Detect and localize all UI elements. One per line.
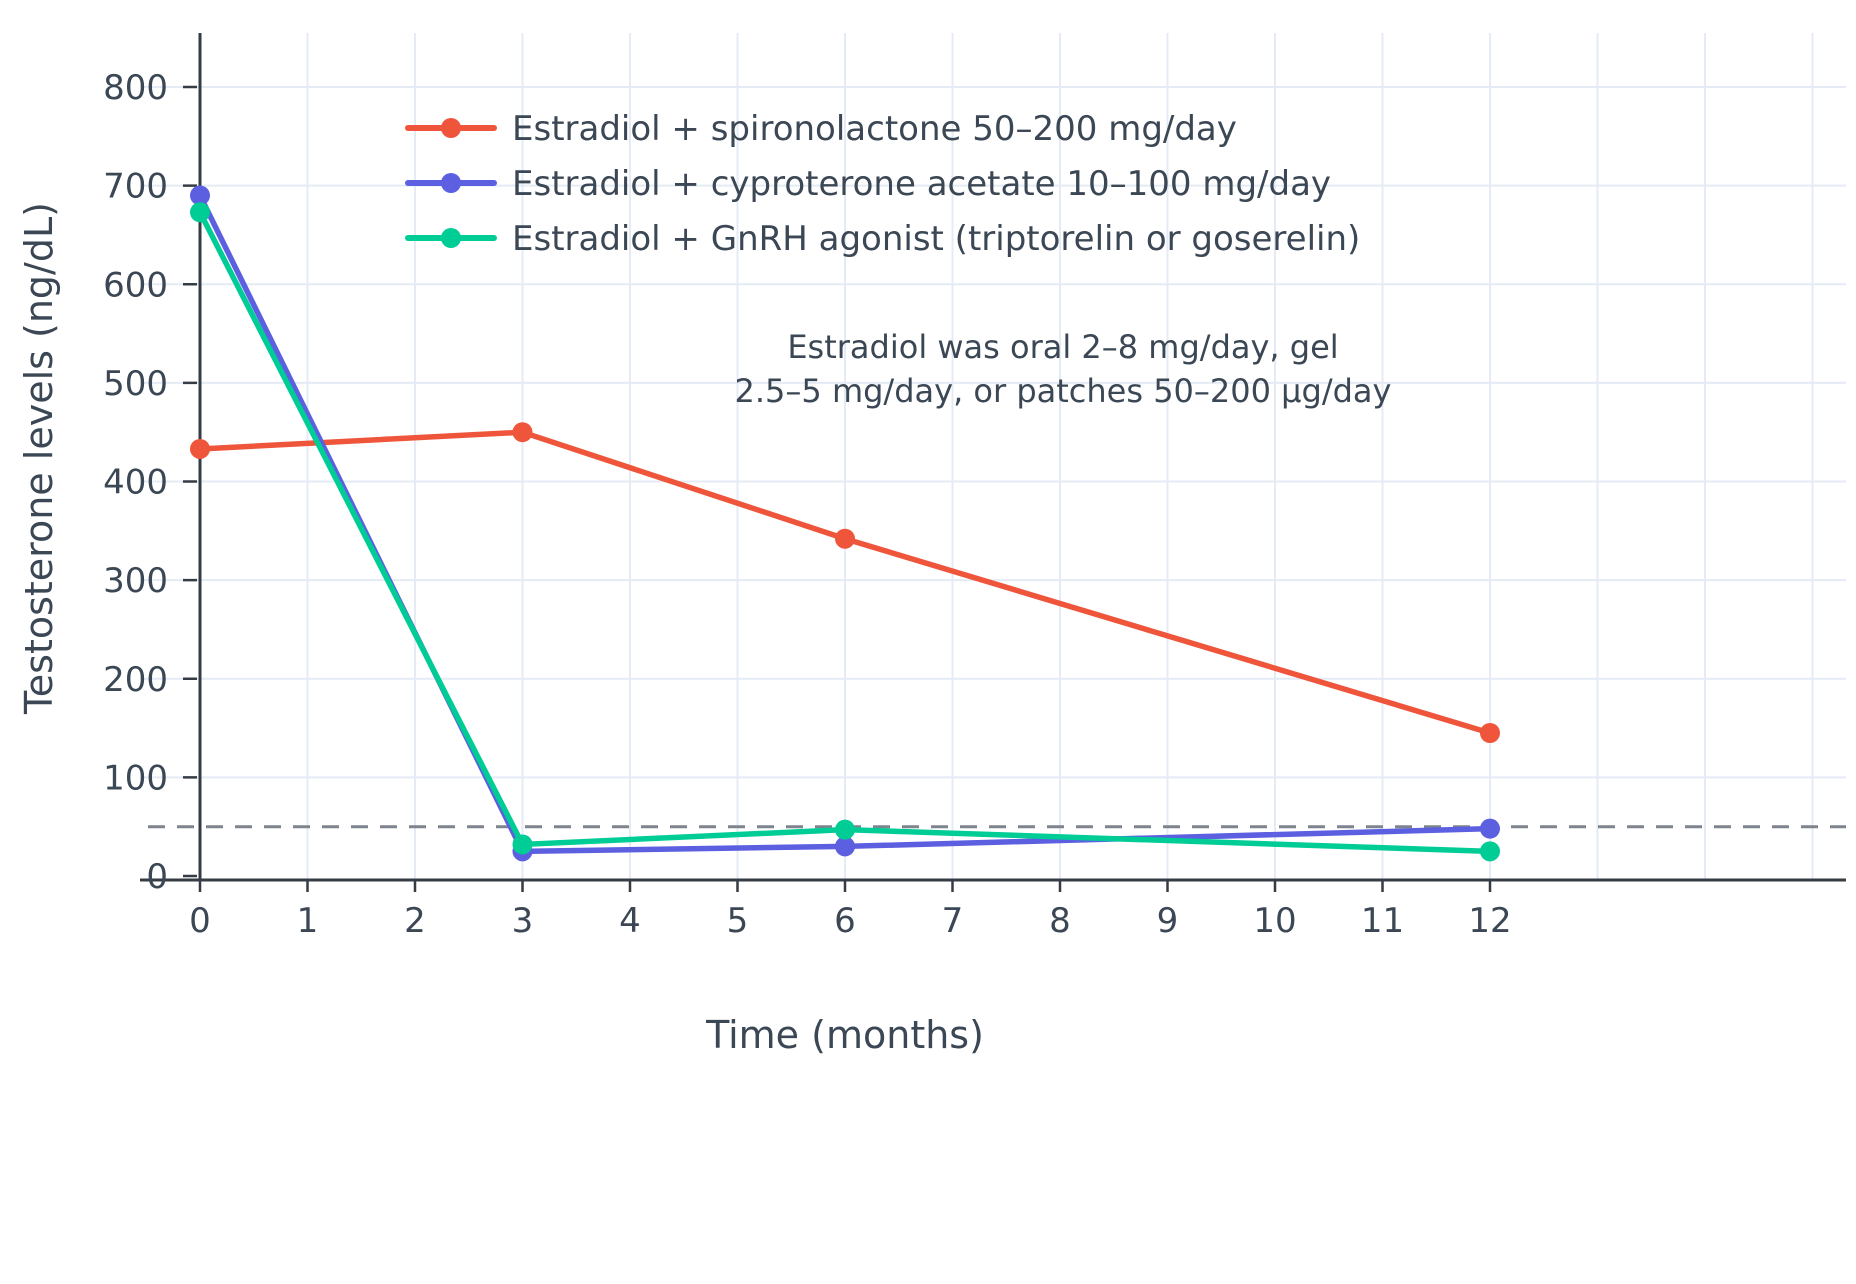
axes — [140, 33, 1846, 882]
data-point — [835, 836, 855, 857]
y-tick-label: 700 — [103, 167, 168, 207]
legend-label: Estradiol + GnRH agonist (triptorelin or… — [512, 219, 1360, 259]
legend-marker — [441, 118, 461, 138]
y-tick-label: 100 — [103, 758, 168, 798]
gridlines — [140, 33, 1846, 880]
annotation: Estradiol was oral 2–8 mg/day, gel 2.5–5 … — [735, 328, 1392, 410]
y-tick-label: 800 — [103, 68, 168, 108]
legend: Estradiol + spironolactone 50–200 mg/day… — [405, 109, 1360, 259]
data-point — [190, 202, 210, 223]
y-tick-label: 600 — [103, 265, 168, 305]
series-0 — [190, 422, 1500, 743]
data-point — [512, 422, 533, 443]
data-point — [1480, 818, 1500, 839]
legend-item: Estradiol + GnRH agonist (triptorelin or… — [405, 219, 1360, 259]
series-group — [190, 185, 1500, 862]
x-tick-label: 4 — [619, 901, 641, 941]
x-tick-label: 6 — [834, 901, 856, 941]
x-tick-label: 10 — [1253, 901, 1296, 941]
x-tick-label: 12 — [1468, 901, 1511, 941]
x-tick-label: 5 — [727, 901, 749, 941]
x-tick-label: 8 — [1049, 901, 1071, 941]
data-point — [190, 185, 210, 206]
x-tick-label: 7 — [942, 901, 964, 941]
x-tick-label: 2 — [404, 901, 426, 941]
series-line — [197, 429, 1493, 736]
x-tick-label: 11 — [1361, 901, 1404, 941]
data-point — [190, 438, 210, 459]
x-tick-label: 0 — [189, 901, 211, 941]
legend-item: Estradiol + spironolactone 50–200 mg/day — [405, 109, 1237, 149]
series-2 — [190, 202, 1500, 862]
x-tick-label: 3 — [512, 901, 534, 941]
y-tick-label: 200 — [103, 660, 168, 700]
x-tick-label: 9 — [1157, 901, 1179, 941]
x-tick-label: 1 — [297, 901, 319, 941]
legend-item: Estradiol + cyproterone acetate 10–100 m… — [405, 164, 1331, 204]
y-tick-label: 300 — [103, 561, 168, 601]
data-point — [835, 528, 855, 549]
legend-label: Estradiol + cyproterone acetate 10–100 m… — [512, 164, 1331, 204]
legend-marker — [441, 173, 461, 193]
data-point — [1480, 841, 1500, 862]
legend-label: Estradiol + spironolactone 50–200 mg/day — [512, 109, 1237, 149]
y-axis-title: Testosterone levels (ng/dL) — [17, 202, 61, 715]
x-axis-title: Time (months) — [705, 1013, 984, 1057]
data-point — [835, 819, 855, 840]
y-tick-label: 400 — [103, 463, 168, 503]
data-point — [1480, 722, 1500, 743]
data-point — [512, 834, 533, 855]
series-line — [197, 209, 1493, 855]
legend-marker — [441, 228, 461, 248]
annotation-line: 2.5–5 mg/day, or patches 50–200 µg/day — [735, 372, 1392, 410]
y-tick-label: 500 — [103, 364, 168, 404]
annotation-line: Estradiol was oral 2–8 mg/day, gel — [787, 328, 1338, 366]
y-tick-label: 0 — [146, 857, 168, 897]
